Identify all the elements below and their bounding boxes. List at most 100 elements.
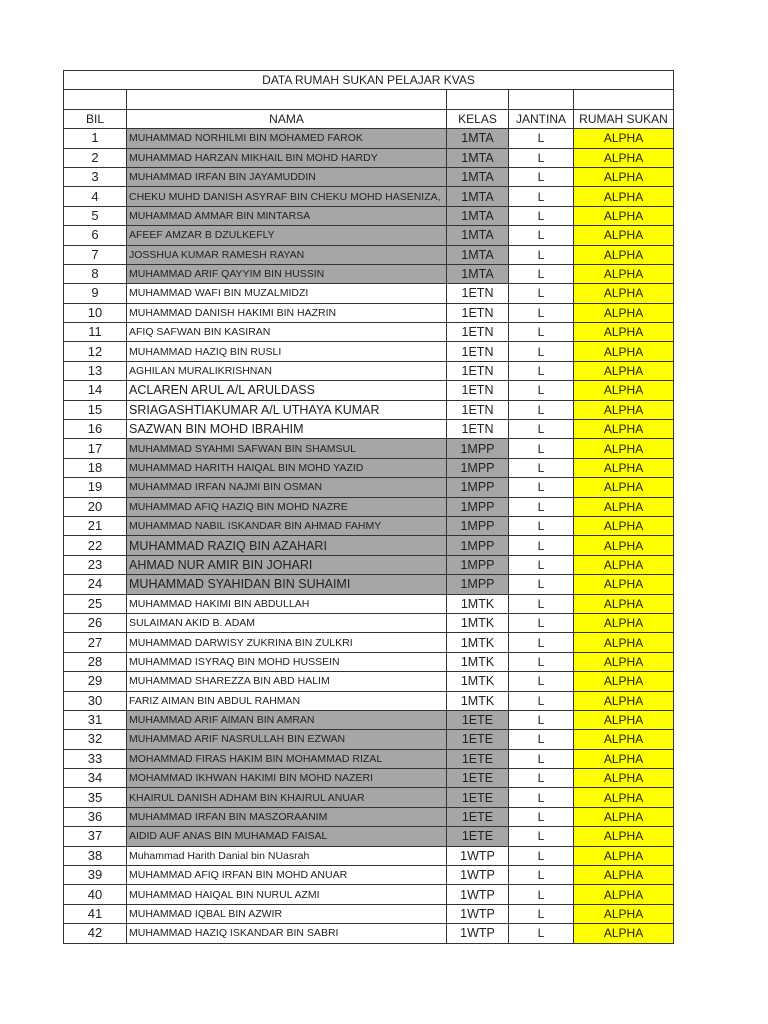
table-row: 4 CHEKU MUHD DANISH ASYRAF BIN CHEKU MOHD…	[63, 186, 675, 207]
name-cell: AFEEF AMZAR B DZULKEFLY	[126, 225, 447, 246]
table-row: 15 SRIAGASHTIAKUMAR A/L UTHAYA KUMAR 1ETN L…	[63, 399, 675, 421]
sheet-title: DATA RUMAH SUKAN PELAJAR KVAS	[62, 69, 675, 91]
kelas-cell: 1MTK	[446, 690, 509, 711]
name-cell: SULAIMAN AKID B. ADAM	[126, 612, 447, 634]
rumah-sukan-cell: ALPHA	[572, 612, 675, 634]
jantina-cell: L	[508, 729, 574, 750]
table-row: 3 MUHAMMAD IRFAN BIN JAYAMUDDIN 1MTA L ALPHA	[63, 166, 675, 188]
bil-cell: 2	[63, 147, 127, 168]
table-row: 27 MUHAMMAD DARWISY ZUKRINA BIN ZULKRI 1MT…	[63, 632, 675, 653]
rumah-sukan-cell: ALPHA	[572, 826, 675, 847]
bil-cell: 8	[63, 263, 127, 285]
student-house-table: DATA RUMAH SUKAN PELAJAR KVAS BIL NAMA K…	[62, 69, 675, 944]
jantina-cell: L	[508, 865, 574, 886]
jantina-cell: L	[508, 632, 574, 653]
kelas-cell: 1ETE	[446, 748, 509, 770]
kelas-cell: 1MPP	[446, 477, 509, 498]
bil-cell: 34	[63, 768, 127, 789]
rumah-sukan-cell: ALPHA	[572, 438, 675, 459]
kelas-cell: 1MTA	[446, 244, 509, 265]
title-row: DATA RUMAH SUKAN PELAJAR KVAS	[62, 69, 675, 91]
jantina-cell: L	[508, 515, 574, 537]
bil-cell: 19	[63, 477, 127, 498]
kelas-cell: 1ETE	[446, 729, 509, 750]
kelas-cell: 1WTP	[446, 845, 509, 867]
name-cell: MUHAMMAD HAZIQ BIN RUSLI	[126, 341, 447, 362]
table-row: 10 MUHAMMAD DANISH HAKIMI BIN HAZRIN 1ETN L…	[63, 302, 675, 324]
rumah-sukan-cell: ALPHA	[572, 128, 675, 149]
name-cell: MUHAMMAD AFIQ HAZIQ BIN MOHD NAZRE	[126, 496, 447, 517]
table-row: 23 AHMAD NUR AMIR BIN JOHARI 1MPP L ALPHA	[63, 554, 675, 576]
name-cell: MUHAMMAD IQBAL BIN AZWIR	[126, 903, 447, 925]
bil-cell: 24	[63, 574, 127, 595]
name-cell: MUHAMMAD WAFI BIN MUZALMIDZI	[126, 283, 447, 304]
bil-cell: 11	[63, 322, 127, 343]
kelas-cell: 1MTA	[446, 186, 509, 207]
name-cell: MUHAMMAD ISYRAQ BIN MOHD HUSSEIN	[126, 651, 447, 673]
header-rumah-sukan: RUMAH SUKAN	[572, 108, 675, 130]
name-cell: MUHAMMAD NABIL ISKANDAR BIN AHMAD FAHMY	[126, 515, 447, 537]
table-row: 7 JOSSHUA KUMAR RAMESH RAYAN 1MTA L ALPHA	[63, 244, 675, 265]
name-cell: MUHAMMAD HAZIQ ISKANDAR BIN SABRI	[126, 923, 447, 944]
kelas-cell: 1WTP	[446, 923, 509, 944]
bil-cell: 17	[63, 438, 127, 459]
bil-cell: 23	[63, 554, 127, 576]
kelas-cell: 1ETE	[446, 709, 509, 731]
name-cell: MUHAMMAD HAIQAL BIN NURUL AZMI	[126, 884, 447, 905]
table-row: 18 MUHAMMAD HARITH HAIQAL BIN MOHD YAZID 1…	[63, 457, 675, 479]
jantina-cell: L	[508, 457, 574, 479]
kelas-cell: 1MTA	[446, 263, 509, 285]
name-cell: MUHAMMAD RAZIQ BIN AZAHARI	[126, 535, 447, 556]
kelas-cell: 1MTA	[446, 147, 509, 168]
rumah-sukan-cell: ALPHA	[572, 419, 675, 440]
rumah-sukan-cell: ALPHA	[572, 322, 675, 343]
kelas-cell: 1MTK	[446, 632, 509, 653]
name-cell: MUHAMMAD SHAREZZA BIN ABD HALIM	[126, 671, 447, 692]
bil-cell: 1	[63, 128, 127, 149]
rumah-sukan-cell: ALPHA	[572, 302, 675, 324]
bil-cell: 18	[63, 457, 127, 479]
table-row: 12 MUHAMMAD HAZIQ BIN RUSLI 1ETN L ALPHA	[63, 341, 675, 362]
name-cell: MUHAMMAD HARZAN MIKHAIL BIN MOHD HARDY	[126, 147, 447, 168]
jantina-cell: L	[508, 283, 574, 304]
name-cell: MUHAMMAD SYAHMI SAFWAN BIN SHAMSUL	[126, 438, 447, 459]
name-cell: FARIZ AIMAN BIN ABDUL RAHMAN	[126, 690, 447, 711]
rumah-sukan-cell: ALPHA	[572, 535, 675, 556]
rumah-sukan-cell: ALPHA	[572, 225, 675, 246]
rumah-sukan-cell: ALPHA	[572, 380, 675, 401]
bil-cell: 27	[63, 632, 127, 653]
jantina-cell: L	[508, 826, 574, 847]
table-row: 21 MUHAMMAD NABIL ISKANDAR BIN AHMAD FAHM…	[63, 515, 675, 537]
header-row: BIL NAMA KELAS JANTINA RUMAH SUKAN	[63, 108, 675, 130]
jantina-cell: L	[508, 244, 574, 265]
bil-cell: 28	[63, 651, 127, 673]
table-row: 11 AFIQ SAFWAN BIN KASIRAN 1ETN L ALPHA	[63, 322, 675, 343]
kelas-cell: 1MPP	[446, 535, 509, 556]
table-row: 41 MUHAMMAD IQBAL BIN AZWIR 1WTP L ALPHA	[63, 903, 675, 925]
bil-cell: 33	[63, 748, 127, 770]
bil-cell: 9	[63, 283, 127, 304]
empty-cell	[63, 89, 127, 110]
rumah-sukan-cell: ALPHA	[572, 903, 675, 925]
name-cell: AGHILAN MURALIKRISHNAN	[126, 360, 447, 382]
rumah-sukan-cell: ALPHA	[572, 263, 675, 285]
kelas-cell: 1MPP	[446, 574, 509, 595]
jantina-cell: L	[508, 787, 574, 808]
table-row: 19 MUHAMMAD IRFAN NAJMI BIN OSMAN 1MPP L ALP…	[63, 477, 675, 498]
empty-cell	[508, 89, 574, 110]
name-cell: CHEKU MUHD DANISH ASYRAF BIN CHEKU MOHD …	[126, 186, 447, 207]
kelas-cell: 1MPP	[446, 515, 509, 537]
name-cell: MOHAMMAD IKHWAN HAKIMI BIN MOHD NAZERI	[126, 768, 447, 789]
name-cell: KHAIRUL DANISH ADHAM BIN KHAIRUL ANUAR	[126, 787, 447, 808]
bil-cell: 21	[63, 515, 127, 537]
rumah-sukan-cell: ALPHA	[572, 457, 675, 479]
jantina-cell: L	[508, 360, 574, 382]
table-row: 24 MUHAMMAD SYAHIDAN BIN SUHAIMI 1MPP L ALPH…	[63, 574, 675, 595]
table-row: 33 MOHAMMAD FIRAS HAKIM BIN MOHAMMAD RIZA…	[63, 748, 675, 770]
table-row: 32 MUHAMMAD ARIF NASRULLAH BIN EZWAN 1ETE L…	[63, 729, 675, 750]
header-bil: BIL	[63, 108, 127, 130]
rumah-sukan-cell: ALPHA	[572, 205, 675, 227]
name-cell: MUHAMMAD AMMAR BIN MINTARSA	[126, 205, 447, 227]
jantina-cell: L	[508, 535, 574, 556]
rumah-sukan-cell: ALPHA	[572, 399, 675, 421]
